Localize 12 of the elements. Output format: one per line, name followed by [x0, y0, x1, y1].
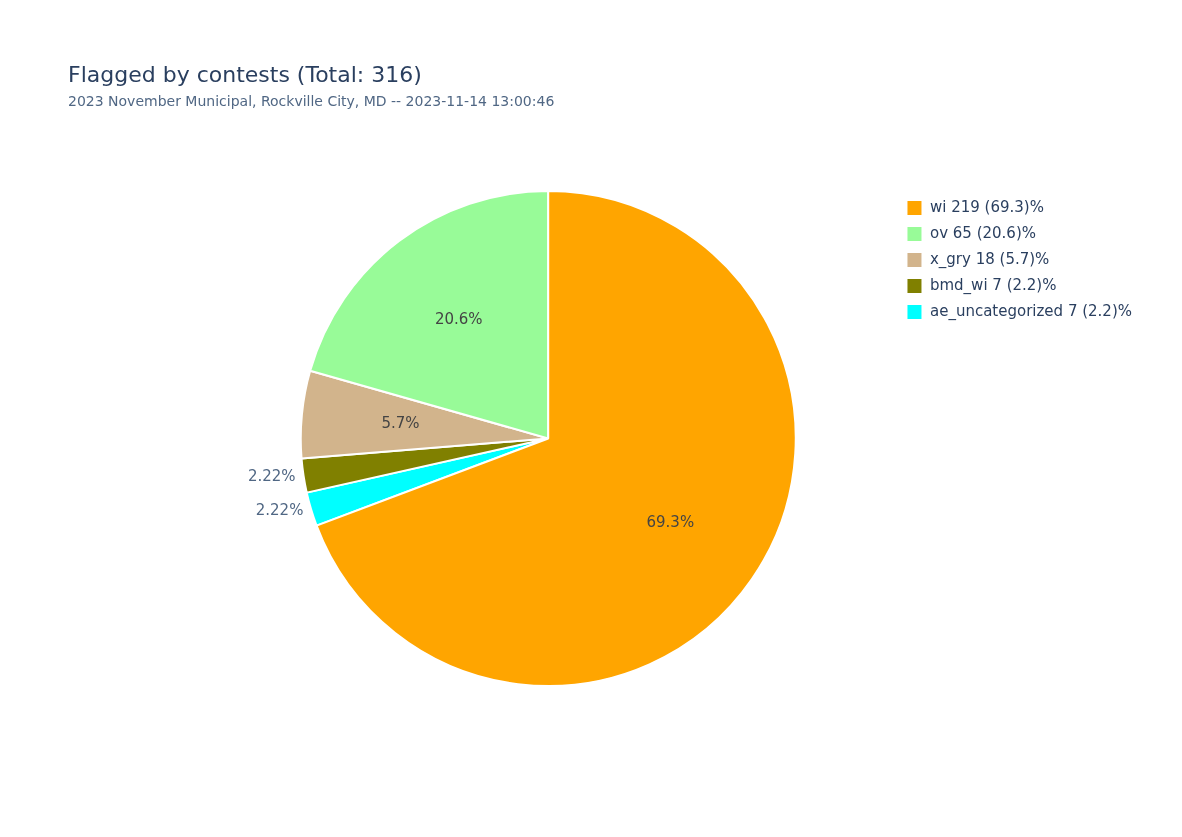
legend-label: ae_uncategorized 7 (2.2)%	[929, 301, 1132, 321]
chart-title: Flagged by contests (Total: 316)	[68, 62, 422, 87]
legend-label: ov 65 (20.6)%	[929, 223, 1037, 242]
data-label: 20.6%	[434, 309, 483, 328]
data-label: 2.22%	[255, 501, 304, 520]
legend-label: wi 219 (69.3)%	[929, 197, 1044, 216]
data-label: 5.7%	[381, 413, 420, 432]
legend-label: bmd_wi 7 (2.2)%	[929, 275, 1057, 295]
chart-subtitle: 2023 November Municipal, Rockville City, MD -- 2023-11-14 13:00:46	[68, 93, 555, 109]
legend-label: x_gry 18 (5.7)%	[929, 249, 1050, 269]
data-label: 2.22%	[247, 466, 296, 485]
data-label: 69.3%	[646, 512, 695, 531]
